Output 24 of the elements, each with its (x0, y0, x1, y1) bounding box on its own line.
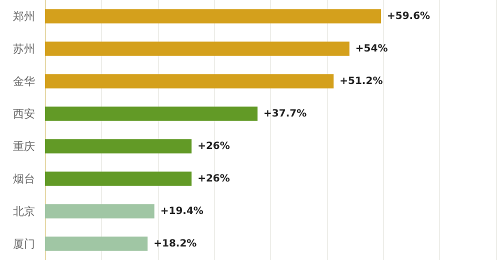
y-tick-label: 重庆 (13, 140, 35, 153)
bar (45, 172, 192, 186)
data-label: +37.7% (264, 108, 307, 120)
y-tick-label: 西安 (13, 107, 35, 120)
y-tick-label: 厦门 (13, 237, 35, 250)
bar (45, 139, 192, 154)
y-tick-label: 烟台 (13, 172, 35, 186)
bar (45, 106, 258, 121)
y-tick-label: 郑州 (13, 10, 35, 23)
bar (45, 204, 154, 218)
data-label: +18.2% (154, 238, 197, 250)
bar (45, 42, 350, 56)
data-label: +19.4% (160, 206, 204, 217)
data-label: +51.2% (340, 76, 383, 87)
data-label: +59.6% (386, 10, 430, 22)
y-tick-label: 北京 (13, 204, 35, 218)
data-label: +26% (198, 173, 230, 184)
bar (45, 74, 334, 88)
y-tick-label: 金华 (13, 74, 35, 88)
data-label: +54% (355, 43, 388, 54)
y-tick-label: 苏州 (13, 42, 35, 56)
bar (45, 236, 148, 251)
bar (45, 9, 381, 24)
data-label: +26% (198, 140, 230, 152)
